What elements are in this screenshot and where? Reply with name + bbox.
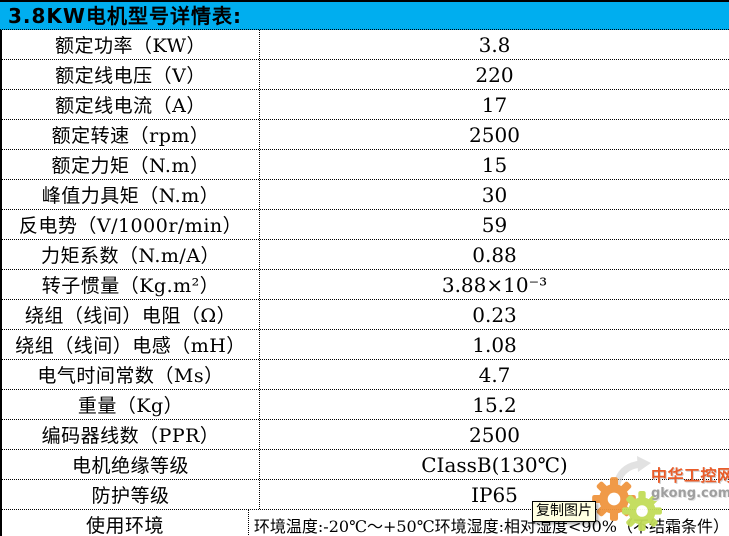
spec-label: 额定线电流（A） — [2, 90, 260, 119]
spec-value: 2500 — [469, 422, 520, 447]
spec-value: 17 — [481, 92, 508, 117]
spec-label: 绕组（线间）电感（mH） — [2, 330, 260, 359]
table-row: 额定线电流（A） 17 — [2, 90, 729, 120]
table-row: 绕组（线间）电感（mH） 1.08 — [2, 330, 729, 360]
table-row: 额定转速（rpm） 2500 — [2, 120, 729, 150]
spec-label: 额定力矩（N.m） — [2, 150, 260, 179]
spec-value: CIassB(130℃) — [421, 452, 568, 477]
table-row: 转子惯量（Kg.m²） 3.88×10⁻³ — [2, 270, 729, 300]
spec-label: 反电势（V/1000r/min） — [2, 210, 260, 239]
table-row: 电机绝缘等级 CIassB(130℃) — [2, 450, 729, 480]
table-row: 额定线电压（V） 220 — [2, 60, 729, 90]
spec-label: 电机绝缘等级 — [2, 450, 260, 479]
spec-label: 防护等级 — [2, 480, 260, 509]
spec-label: 使用环境 — [2, 510, 249, 536]
table-row: 编码器线数（PPR） 2500 — [2, 420, 729, 450]
spec-label: 额定线电压（V） — [2, 60, 260, 89]
spec-value: 3.8 — [478, 32, 511, 57]
spec-label: 电气时间常数（Ms） — [2, 360, 260, 389]
spec-label: 额定转速（rpm） — [2, 120, 260, 149]
spec-label: 额定功率（KW） — [2, 30, 260, 59]
spec-value: 3.88×10⁻³ — [441, 272, 548, 297]
spec-table-body: 额定功率（KW） 3.8 额定线电压（V） 220 额定线电流（A） 17 额定转速（rpm… — [0, 30, 729, 536]
spec-label: 重量（Kg） — [2, 390, 260, 419]
table-row: 力矩系数（N.m/A） 0.88 — [2, 240, 729, 270]
spec-label: 绕组（线间）电阻（Ω） — [2, 300, 260, 329]
spec-value: 1.08 — [472, 332, 517, 357]
table-row: 重量（Kg） 15.2 — [2, 390, 729, 420]
spec-value: IP65 — [471, 482, 518, 507]
gear-icon — [622, 491, 662, 531]
table-row: 绕组（线间）电阻（Ω） 0.23 — [2, 300, 729, 330]
spec-label: 编码器线数（PPR） — [2, 420, 260, 449]
spec-value: 15 — [481, 152, 508, 177]
table-row: 峰值力具矩（N.m） 30 — [2, 180, 729, 210]
spec-value: 0.88 — [472, 242, 517, 267]
table-row: 反电势（V/1000r/min） 59 — [2, 210, 729, 240]
table-row: 电气时间常数（Ms） 4.7 — [2, 360, 729, 390]
spec-label: 峰值力具矩（N.m） — [2, 180, 260, 209]
spec-value: 15.2 — [472, 392, 517, 417]
spec-value: 2500 — [469, 122, 520, 147]
spec-label: 转子惯量（Kg.m²） — [2, 270, 260, 299]
table-row: 额定力矩（N.m） 15 — [2, 150, 729, 180]
table-title-bar: 3.8KW电机型号详情表: — [0, 2, 729, 30]
table-row: 使用环境 环境温度:-20℃～+50℃环境湿度:相对湿度<90%（不结霜条件） — [2, 510, 729, 536]
spec-value: 220 — [475, 62, 514, 87]
spec-value: 0.23 — [472, 302, 517, 327]
spec-value: 4.7 — [478, 362, 511, 387]
spec-value: 30 — [481, 182, 508, 207]
watermark-site-name: 中华工控网 — [651, 466, 729, 485]
watermark-site-url: gkong.com — [651, 486, 729, 501]
spec-value: 环境温度:-20℃～+50℃环境湿度:相对湿度<90%（不结霜条件） — [253, 516, 729, 536]
spec-label: 力矩系数（N.m/A） — [2, 240, 260, 269]
copy-image-tooltip: 复制图片 — [532, 501, 596, 522]
table-row: 额定功率（KW） 3.8 — [2, 30, 729, 60]
gkong-watermark: 中华工控网 gkong.com — [589, 454, 729, 531]
table-row: 防护等级 IP65 — [2, 480, 729, 510]
spec-value: 59 — [481, 212, 508, 237]
